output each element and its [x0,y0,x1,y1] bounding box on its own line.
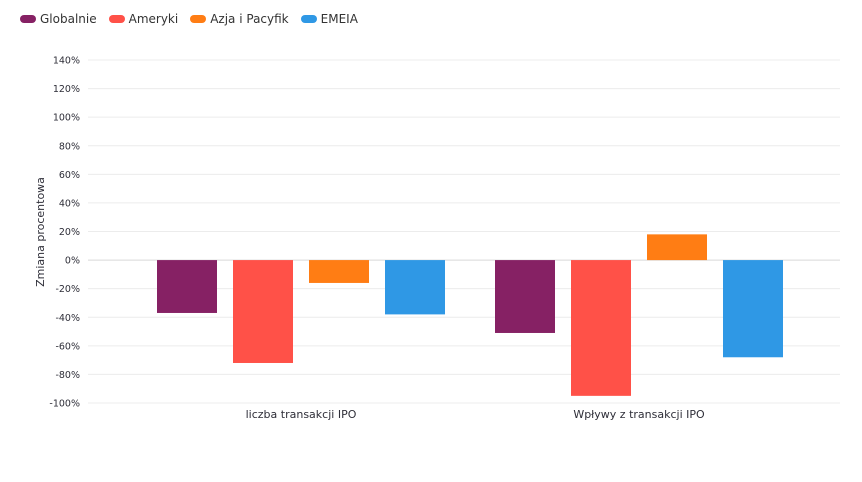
legend-label: Globalnie [40,12,97,26]
y-tick-label: 40% [59,198,80,209]
x-category-label: liczba transakcji IPO [246,408,357,421]
legend-label: Azja i Pacyfik [210,12,289,26]
bar[interactable] [495,260,555,333]
bar[interactable] [723,260,783,358]
legend-swatch [190,15,207,23]
y-tick-label: 0% [65,256,80,267]
legend-label: Ameryki [128,12,179,26]
legend-item[interactable]: EMEIA [300,12,358,26]
y-tick-label: -100% [49,399,80,410]
y-tick-label: -20% [55,284,80,295]
labels: 140% 120% 100% 80% 60% 40% 20% 0% -20% -40% -60% -8… [34,56,705,422]
legend-swatch [108,15,125,23]
bars [157,234,783,396]
y-tick-label: 120% [53,84,80,95]
legend: Globalnie Ameryki Azja i Pacyfik EMEIA [20,12,358,26]
y-tick-label: 20% [59,227,80,238]
y-tick-label: 140% [53,56,80,67]
legend-item[interactable]: Globalnie [20,12,97,26]
y-tick-label: -60% [55,341,80,352]
y-tick-label: 100% [53,113,80,124]
legend-swatch [300,15,317,23]
legend-swatch [20,15,36,23]
legend-item[interactable]: Azja i Pacyfik [190,12,289,26]
bar[interactable] [571,260,631,396]
bar[interactable] [385,260,445,315]
y-axis-title: Zmiana procentowa [34,177,47,287]
legend-label: EMEIA [320,12,358,26]
bar[interactable] [233,260,293,363]
bar[interactable] [647,234,707,261]
x-category-label: Wpływy z transakcji IPO [573,408,705,421]
y-tick-label: 80% [59,141,80,152]
legend-item[interactable]: Ameryki [108,12,179,26]
bar[interactable] [309,260,369,283]
y-tick-label: 60% [59,170,80,181]
y-tick-label: -80% [55,370,80,381]
grid-lines [88,59,840,404]
bar[interactable] [157,260,217,313]
y-tick-label: -40% [55,313,80,324]
